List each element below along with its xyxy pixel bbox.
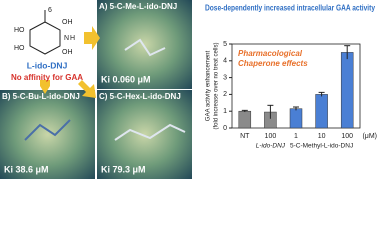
atom-label: N — [64, 35, 69, 42]
atom-label: 6 — [48, 7, 52, 14]
bar — [315, 94, 328, 129]
ki-value: Ki 0.060 μM — [101, 74, 151, 84]
page: {"structure": {"labels": ["6", "HO", "OH… — [0, 0, 378, 179]
panel-c-bg — [97, 90, 192, 179]
group-label: 5-C-Methyl-L-ido-DNJ — [290, 143, 353, 150]
chart-title: Dose-dependently increased intracellular… — [205, 2, 375, 12]
atom-label: OH — [62, 49, 73, 56]
y-tick-label: 2 — [223, 91, 227, 98]
arrow — [78, 80, 96, 98]
bar — [340, 52, 354, 129]
ki-value: Ki 79.3 μM — [101, 164, 146, 174]
annotation: Pharmacological — [238, 49, 303, 58]
panel-title: A) 5-C-Me-L-ido-DNJ — [99, 2, 177, 11]
annotation: Chaperone effects — [238, 59, 308, 68]
ligand — [24, 119, 71, 141]
atom-label: OH — [62, 19, 73, 26]
bar — [238, 110, 252, 129]
atom-label: H — [70, 35, 75, 42]
y-tick-label: 3 — [223, 74, 227, 81]
note: No affinity for GAA — [11, 73, 83, 82]
x-tick-label: 10 — [318, 133, 326, 140]
panel-a-bg — [97, 0, 192, 89]
atom-label: HO — [14, 27, 25, 34]
panel-title: C) 5-C-Hex-L-ido-DNJ — [99, 92, 181, 101]
x-tick-label: 100 — [265, 133, 277, 140]
arrow — [84, 26, 100, 50]
y-tick-label: 4 — [223, 58, 227, 65]
y-axis-label: GAA activity enhancement — [206, 50, 212, 121]
y-tick-label: 0 — [223, 125, 227, 132]
y-axis-label: (fold increase over no treat cells) — [214, 42, 220, 129]
unit-label: (μM) — [362, 133, 377, 140]
ring — [29, 21, 61, 55]
bar — [289, 108, 303, 129]
x-tick-label: NT — [240, 133, 250, 140]
y-tick-label: 1 — [223, 108, 227, 115]
y-tick-label: 5 — [223, 41, 227, 48]
compound-name: L-ido-DNJ — [27, 60, 68, 70]
x-tick-label: 100 — [341, 133, 353, 140]
x-tick-label: 1 — [294, 133, 298, 140]
graphical-abstract: 6 HO OH HO OH N H L-ido-DNJ No affinity for GAA A… — [0, 0, 377, 179]
group-label: L-ido-DNJ — [256, 143, 286, 150]
panel-title: B) 5-C-Bu-L-ido-DNJ — [2, 92, 80, 101]
arrow — [40, 80, 50, 94]
ligand — [114, 123, 186, 141]
atom-label: HO — [14, 45, 25, 52]
ligand — [124, 38, 166, 57]
ki-value: Ki 38.6 μM — [4, 164, 49, 174]
panel-b-bg — [0, 90, 95, 179]
